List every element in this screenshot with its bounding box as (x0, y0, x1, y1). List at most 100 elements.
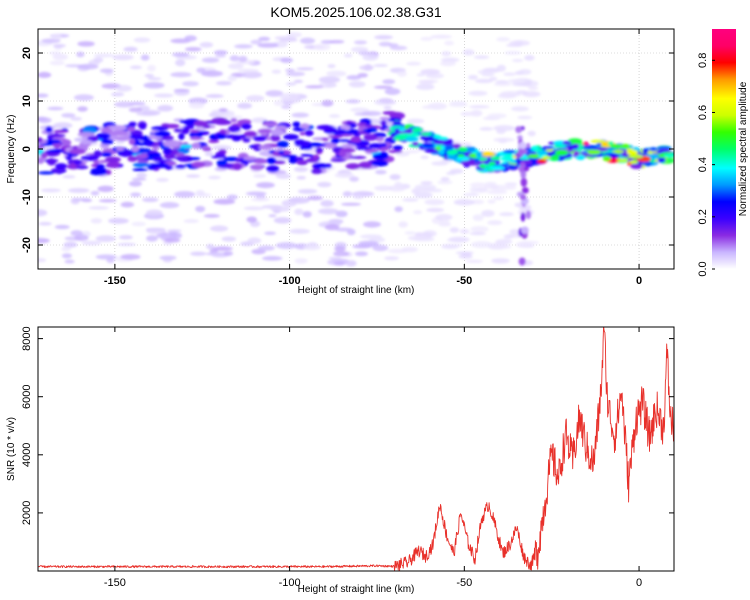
band-blob (105, 169, 112, 175)
ridge-blob (404, 136, 419, 142)
noise-blob (402, 198, 419, 202)
noise-blob (157, 105, 174, 112)
colorbar-gradient (712, 29, 736, 269)
ridge-blob (461, 159, 475, 166)
y-tick-label: 4000 (21, 443, 33, 467)
noise-blob (353, 40, 368, 45)
noise-blob (493, 137, 515, 143)
noise-blob (329, 39, 345, 44)
noise-blob (195, 190, 205, 196)
band-blob (311, 168, 323, 175)
noise-blob (51, 33, 62, 40)
noise-blob (296, 67, 314, 71)
band-blob (178, 133, 185, 141)
noise-blob (201, 57, 220, 63)
ridge-blob (663, 153, 674, 158)
noise-blob (305, 85, 324, 89)
noise-blob (52, 53, 68, 61)
ridge-blob (444, 138, 454, 145)
noise-blob (324, 83, 337, 88)
noise-blob (206, 243, 215, 250)
ridge-blob (398, 127, 406, 132)
noise-blob (264, 231, 277, 235)
ridge-blob (412, 127, 423, 133)
band-blob (337, 128, 347, 135)
band-blob (106, 161, 121, 169)
y-tick-label: -20 (21, 237, 33, 253)
noise-blob (348, 81, 366, 88)
band-blob (104, 156, 121, 163)
noise-blob (38, 221, 52, 226)
band-blob (371, 160, 389, 167)
noise-blob (268, 214, 277, 218)
band-blob (192, 142, 201, 150)
noise-blob (405, 150, 420, 154)
noise-blob (453, 199, 475, 206)
band-blob (174, 156, 188, 160)
band-blob (308, 142, 323, 148)
noise-blob (397, 70, 407, 77)
band-blob (48, 133, 66, 138)
noise-blob (224, 115, 243, 120)
noise-blob (286, 71, 306, 77)
noise-blob (64, 259, 75, 264)
noise-blob (394, 206, 403, 213)
noise-blob (173, 88, 190, 92)
noise-blob (183, 219, 199, 224)
ridge-blob (627, 154, 644, 159)
noise-blob (496, 64, 506, 72)
noise-blob (175, 59, 186, 67)
x-tick-label: -100 (279, 275, 301, 287)
noise-blob (487, 199, 496, 204)
streak-blob (519, 194, 527, 201)
noise-blob (342, 191, 353, 197)
band-blob (328, 134, 343, 139)
ridge-blob (612, 150, 625, 154)
noise-blob (201, 70, 223, 77)
band-blob (296, 159, 308, 166)
spectrogram-xlabel: Height of straight line (km) (298, 285, 415, 296)
snr-ylabel: SNR (10 * v/v) (6, 417, 17, 481)
streak-blob (517, 135, 523, 140)
noise-blob (275, 173, 291, 179)
noise-blob (63, 241, 78, 248)
noise-blob (164, 238, 181, 243)
colorbar-tick-label: 0.0 (697, 261, 709, 276)
band-blob (108, 125, 127, 131)
noise-blob (73, 94, 94, 101)
band-blob (153, 130, 171, 138)
y-tick-label: -10 (21, 189, 33, 205)
noise-blob (38, 117, 52, 124)
noise-blob (406, 61, 421, 66)
ridge-blob (411, 141, 419, 147)
band-blob (183, 125, 195, 130)
noise-blob (345, 260, 357, 267)
ridge-blob (392, 120, 401, 126)
noise-blob (374, 185, 393, 191)
noise-blob (374, 35, 394, 40)
band-blob (189, 131, 203, 139)
noise-blob (246, 216, 257, 223)
noise-blob (120, 253, 141, 260)
noise-blob (190, 251, 207, 256)
snr-axes: -150 -100 -50 0 2000 4000 6000 8000 (21, 326, 674, 589)
ridge-blob (607, 141, 614, 146)
ridge-blob (656, 146, 672, 151)
noise-blob (285, 68, 295, 72)
noise-blob (88, 206, 109, 210)
noise-blob (257, 245, 275, 251)
noise-blob (238, 55, 248, 63)
noise-blob (293, 166, 308, 172)
band-blob (380, 120, 387, 127)
band-blob (139, 124, 147, 130)
band-blob (127, 155, 138, 162)
band-blob (151, 162, 169, 169)
noise-blob (509, 228, 521, 235)
noise-blob (145, 209, 163, 217)
noise-blob (299, 37, 316, 44)
noise-blob (61, 113, 76, 118)
band-blob (294, 139, 303, 147)
band-blob (375, 136, 385, 142)
noise-blob (507, 78, 526, 84)
